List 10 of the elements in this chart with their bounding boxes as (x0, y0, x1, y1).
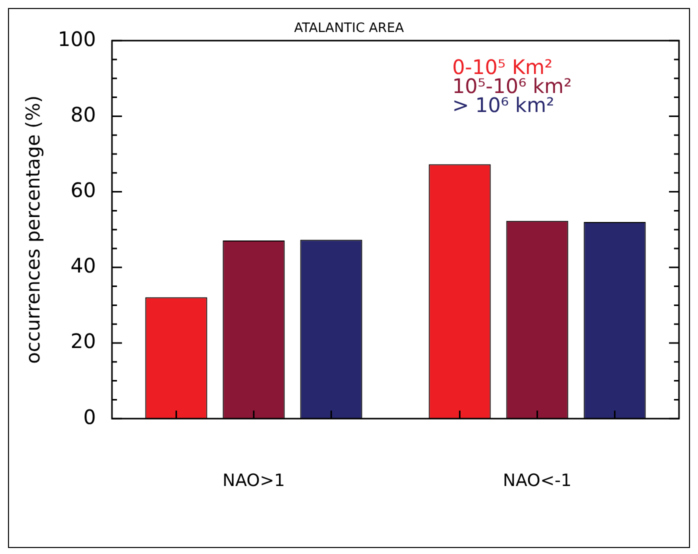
y-tick-label: 60 (70, 178, 96, 202)
y-tick-label: 80 (70, 102, 96, 126)
chart-title: ATALANTIC AREA (294, 21, 404, 36)
y-tick-label: 20 (70, 329, 96, 354)
y-axis-title: occurrences percentage (%) (22, 95, 44, 364)
y-tick-label: 40 (70, 254, 96, 278)
x-tick-label: NAO<-1 (502, 471, 572, 492)
x-tick-label: NAO>1 (222, 471, 285, 492)
y-tick-label: 100 (58, 26, 96, 51)
y-tick-label: 0 (83, 404, 96, 429)
